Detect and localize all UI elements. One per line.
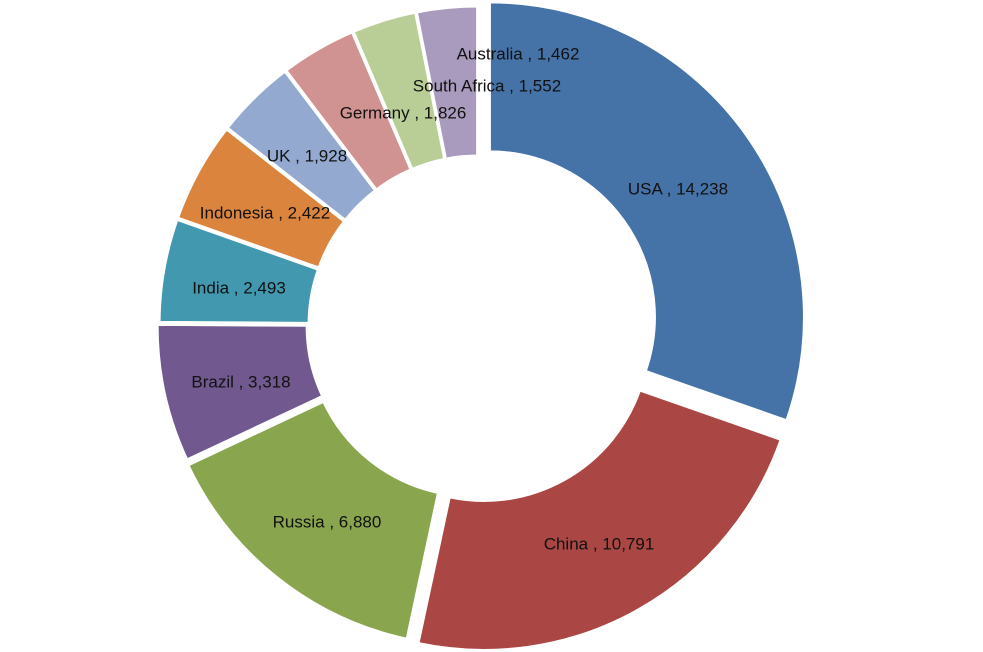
- donut-slices: [155, 0, 806, 652]
- slice-usa: [487, 0, 806, 423]
- slice-label-indonesia: Indonesia , 2,422: [200, 203, 330, 222]
- slice-label-brazil: Brazil , 3,318: [191, 372, 290, 391]
- slice-label-uk: UK , 1,928: [267, 146, 347, 165]
- slice-label-australia: Australia , 1,462: [457, 44, 580, 63]
- slice-australia: [414, 4, 480, 161]
- slice-label-usa: USA , 14,238: [628, 179, 728, 198]
- slice-label-india: India , 2,493: [192, 278, 286, 297]
- slice-label-south-africa: South Africa , 1,552: [413, 76, 561, 95]
- slice-labels: USA , 14,238 China , 10,791 Russia , 6,880…: [191, 44, 728, 553]
- slice-china: [416, 387, 784, 652]
- slice-russia: [185, 399, 441, 642]
- slice-brazil: [155, 322, 325, 463]
- slice-label-china: China , 10,791: [544, 534, 655, 553]
- slice-label-russia: Russia , 6,880: [273, 512, 382, 531]
- slice-label-germany: Germany , 1,826: [340, 103, 467, 122]
